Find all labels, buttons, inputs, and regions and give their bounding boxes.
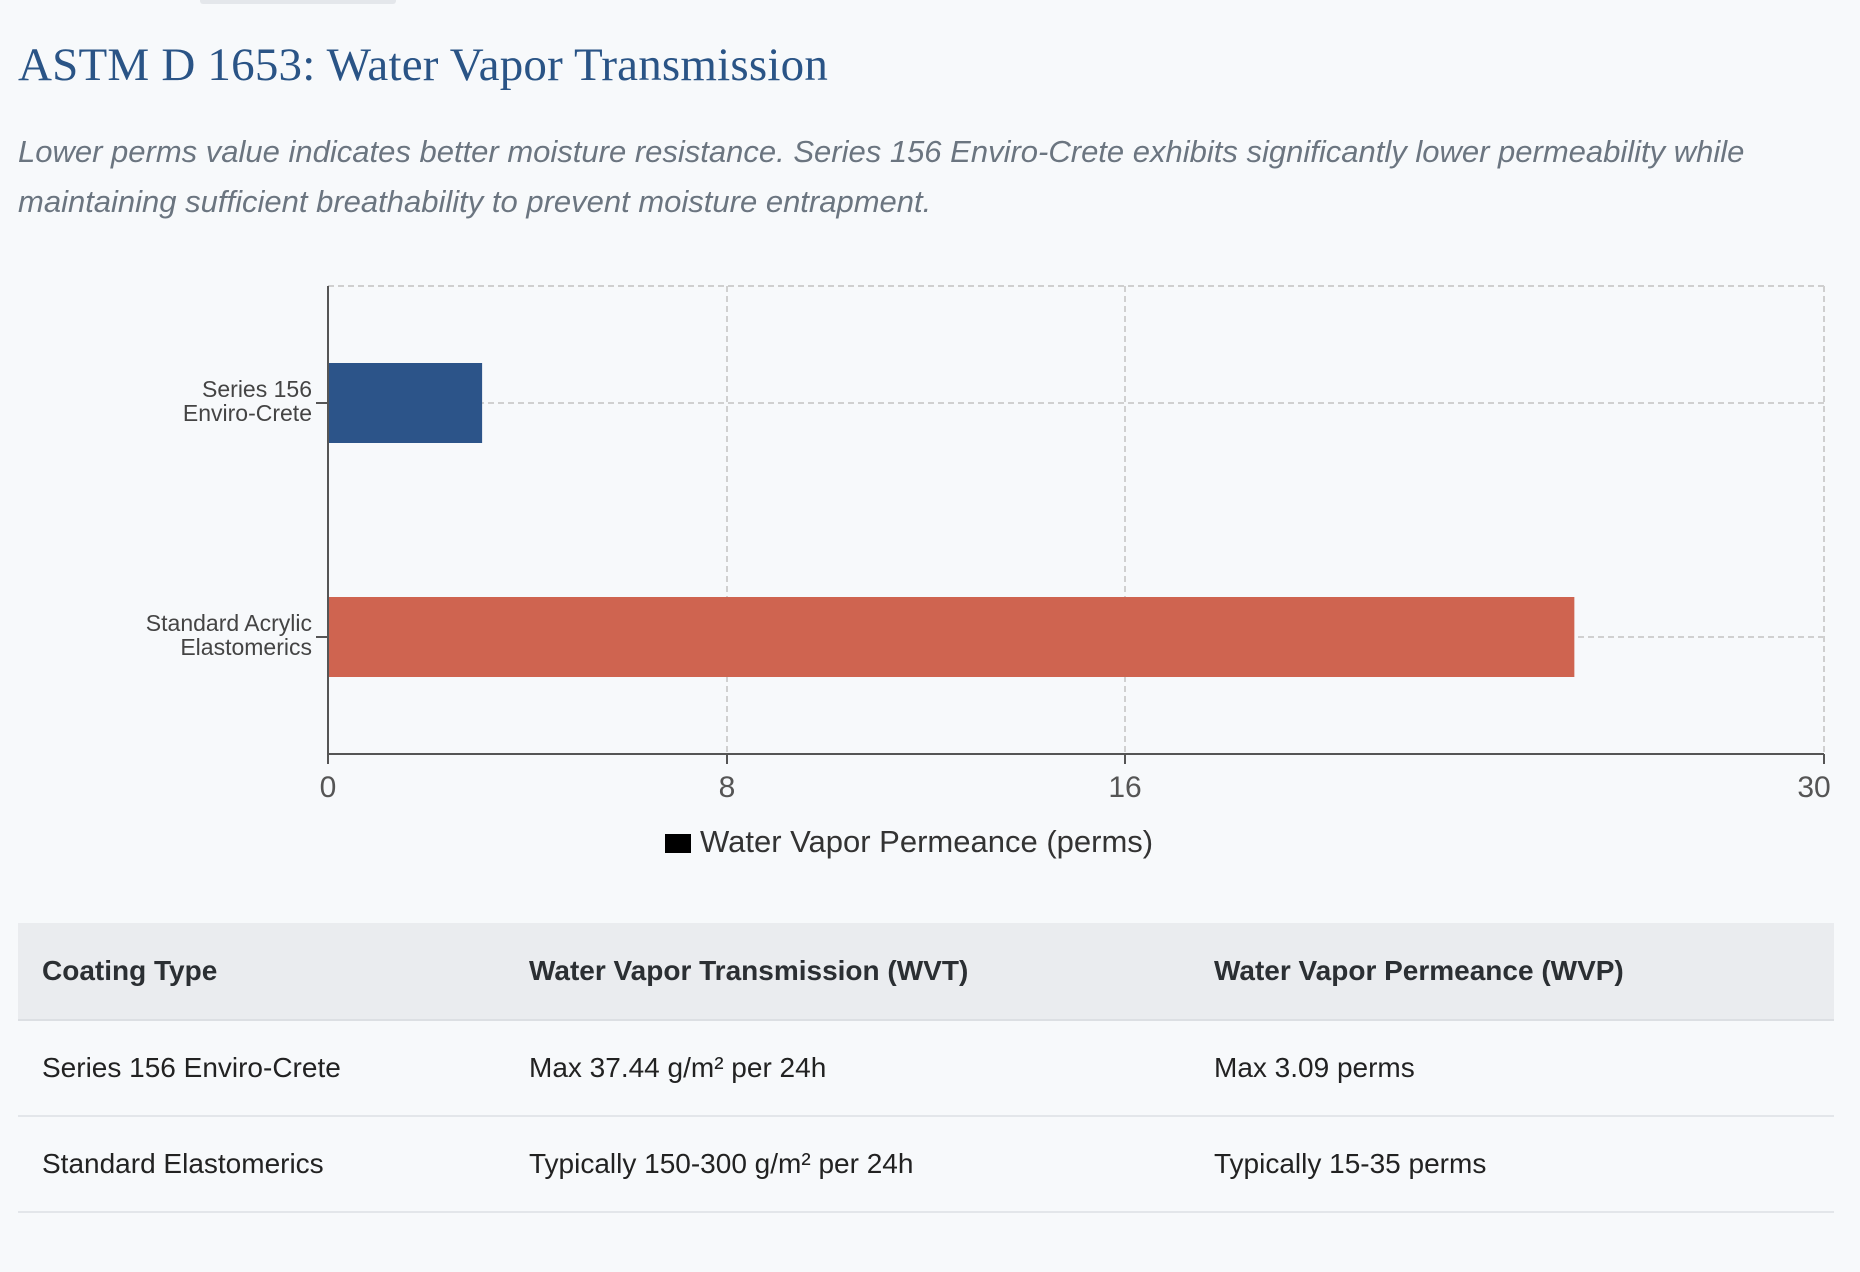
table-cell: Standard Elastomerics [18, 1116, 505, 1213]
top-tab-indicator [200, 0, 396, 4]
column-header-wvt: Water Vapor Transmission (WVT) [505, 923, 1190, 1021]
table-header-row: Coating Type Water Vapor Transmission (W… [18, 923, 1834, 1021]
page-title: ASTM D 1653: Water Vapor Transmission [18, 39, 829, 91]
legend-label: Water Vapor Permeance (perms) [700, 824, 1153, 859]
results-table: Coating Type Water Vapor Transmission (W… [18, 923, 1834, 1213]
table-cell: Typically 15-35 perms [1190, 1116, 1834, 1213]
category-label: Elastomerics [180, 634, 312, 660]
x-tick-label: 0 [320, 771, 337, 804]
x-tick-label: 8 [719, 771, 736, 804]
legend-swatch [665, 834, 691, 853]
column-header-coating-type: Coating Type [18, 923, 505, 1021]
table-cell: Series 156 Enviro-Crete [18, 1020, 505, 1117]
table-row: Series 156 Enviro-Crete Max 37.44 g/m² p… [18, 1020, 1834, 1117]
table-cell: Max 37.44 g/m² per 24h [505, 1020, 1190, 1117]
bar [328, 363, 483, 443]
category-label: Series 156 [202, 376, 312, 402]
category-label: Standard Acrylic [146, 610, 312, 636]
x-tick-label: 30 [1797, 771, 1830, 804]
bar [328, 597, 1575, 677]
table-cell: Max 3.09 perms [1190, 1020, 1834, 1117]
page-subtitle: Lower perms value indicates better moist… [18, 134, 1745, 219]
column-header-wvp: Water Vapor Permeance (WVP) [1190, 923, 1834, 1021]
x-tick-label: 16 [1108, 771, 1141, 804]
table-row: Standard Elastomerics Typically 150-300 … [18, 1116, 1834, 1213]
category-label: Enviro-Crete [183, 400, 312, 426]
table-cell: Typically 150-300 g/m² per 24h [505, 1116, 1190, 1213]
